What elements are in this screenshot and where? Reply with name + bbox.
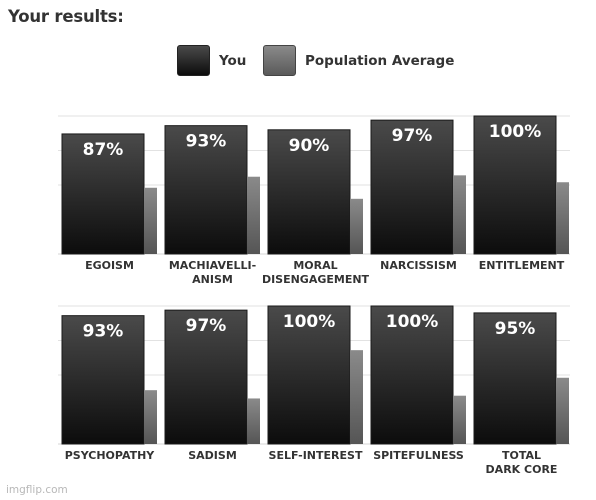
bar-you: [473, 312, 557, 445]
category-label: EGOISM: [85, 259, 134, 272]
bar-population: [556, 377, 569, 444]
legend-swatch-you: [177, 45, 210, 76]
bar-you: [370, 119, 454, 255]
bar-you: [267, 129, 351, 255]
bar-you: [370, 305, 454, 445]
bar-value-label: 97%: [392, 126, 433, 146]
legend-label-you: You: [219, 53, 247, 69]
category-label: NARCISSISM: [380, 259, 457, 272]
bar-population: [350, 350, 363, 444]
category-label: DARK CORE: [486, 463, 558, 476]
bar-value-label: 93%: [83, 322, 124, 342]
legend-swatch-population: [263, 45, 296, 76]
bar-you: [473, 115, 557, 255]
bar-value-label: 90%: [289, 136, 330, 156]
bar-population: [453, 395, 466, 444]
legend-label-population: Population Average: [305, 53, 455, 69]
bar-value-label: 93%: [186, 132, 227, 152]
bar-value-label: 97%: [186, 316, 227, 336]
watermark: imgflip.com: [6, 484, 68, 496]
bar-you: [267, 305, 351, 445]
category-label: SADISM: [188, 449, 237, 462]
results-heading: Your results:: [8, 7, 124, 26]
bar-value-label: 100%: [489, 122, 542, 142]
chart-legend: You Population Average: [0, 44, 596, 80]
category-label: SPITEFULNESS: [373, 449, 464, 462]
bar-population: [144, 390, 157, 444]
bar-you: [61, 315, 145, 445]
bar-population: [144, 187, 157, 254]
bar-value-label: 87%: [83, 140, 124, 160]
bar-value-label: 100%: [386, 312, 439, 332]
category-label: DISENGAGEMENT: [262, 273, 370, 286]
category-label: PSYCHOPATHY: [65, 449, 156, 462]
category-label: MACHIAVELLI-: [169, 259, 256, 272]
results-bar-chart-bottom: 93% PSYCHOPATHY 97% SADISM 100% SELF-INTEREST…: [58, 305, 570, 476]
bar-population: [556, 182, 569, 254]
category-label: TOTAL: [502, 449, 541, 462]
bar-population: [247, 176, 260, 254]
category-label: ENTITLEMENT: [479, 259, 565, 272]
bar-you: [164, 125, 248, 255]
bar-value-label: 95%: [495, 319, 536, 339]
bar-population: [350, 198, 363, 254]
category-label: MORAL: [293, 259, 337, 272]
bar-population: [453, 175, 466, 254]
results-bar-chart-top: 87% EGOISM 93% MACHIAVELLI-ANISM 90% MORALDIS…: [58, 115, 570, 286]
category-label: SELF-INTEREST: [269, 449, 363, 462]
bar-population: [247, 398, 260, 444]
bar-you: [61, 133, 145, 255]
bar-value-label: 100%: [283, 312, 336, 332]
bar-you: [164, 309, 248, 445]
category-label: ANISM: [192, 273, 233, 286]
